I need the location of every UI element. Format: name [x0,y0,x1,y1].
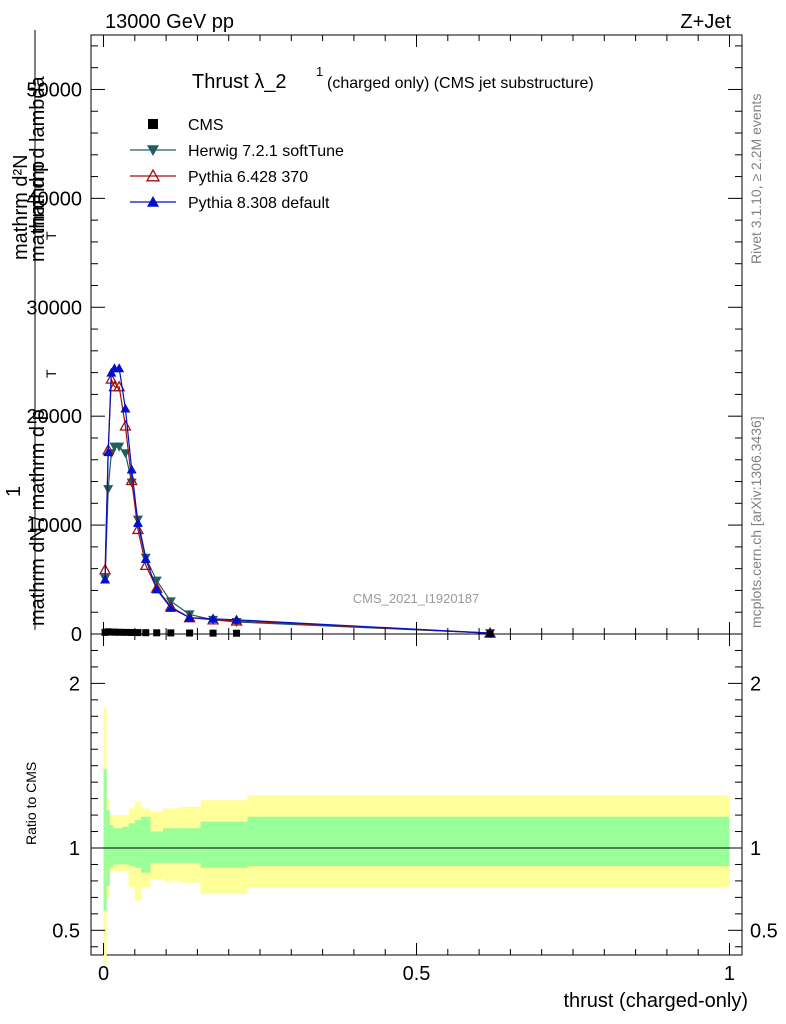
series-point [103,447,114,457]
legend-marker [147,145,159,156]
legend-label: CMS [188,117,224,134]
series-point [132,517,143,527]
header-channel-label: Z+Jet [680,11,731,33]
legend-marker [145,168,161,182]
series-line [104,378,491,634]
series-point [186,629,194,637]
chart-title: Thrust λ_2 1 (charged only) (CMS jet sub… [192,64,594,93]
ratio-stat-band [178,828,201,863]
ratio-tick-label-left: 1 [69,838,80,860]
series-point [209,629,217,637]
chart-title-main: Thrust λ_2 [192,71,286,93]
y-tick-label: 30000 [26,297,82,319]
y-label-denominator: mathrm dN / mathrm d p [27,409,49,626]
main-y-axis-label: mathrm d²N mathrm d p T mathrm d lambda … [3,30,59,630]
series-point [126,464,137,474]
ratio-stat-band [128,823,135,867]
ratio-stat-band [116,828,123,865]
series-point [486,630,494,638]
y-tick-label: 10000 [26,515,82,537]
series-point [110,628,118,636]
ratio-tick-label-left: 0.5 [52,920,80,942]
series-point [125,474,138,486]
series-point [114,442,125,452]
ratio-y-axis-label: Ratio to CMS [23,762,39,845]
series-point [165,602,176,612]
series-point [151,584,162,594]
legend-marker [148,119,158,129]
legend-label: Pythia 8.308 default [188,195,330,212]
chart-title-suffix: (charged only) (CMS jet substructure) [327,75,594,92]
ratio-stat-band [225,821,248,868]
y-tick-label: 40000 [26,188,82,210]
x-tick-label: 0.5 [403,963,431,985]
series-point [119,419,132,431]
main-layer [98,363,497,639]
analysis-watermark: CMS_2021_I1920187 [353,591,480,606]
series-point [128,628,136,636]
series-point [167,629,175,637]
series-point [231,614,242,624]
legend-label: Herwig 7.2.1 softTune [188,143,344,160]
ratio-stat-band [112,828,117,865]
ratio-stat-band [122,826,129,865]
rivet-version-label: Rivet 3.1.10, ≥ 2.2M events [748,94,764,264]
series-point [153,629,161,637]
y-label-numerator-sub: T [43,231,59,240]
series-point [233,629,241,637]
legend: CMS Herwig 7.2.1 softTune Pythia 6.428 370… [130,117,344,212]
mcplots-label: mcplots.cern.ch [arXiv:1306.3436] [748,416,764,628]
y-tick-label: 0 [71,624,82,646]
y-tick-label: 50000 [26,79,82,101]
y-label-numerator-mid: mathrm d p [27,161,49,262]
ratio-tick-label-left: 2 [69,673,80,695]
y-label-numerator-top: mathrm d²N [10,154,32,260]
series-point [115,628,123,636]
ratio-tick-label-right: 2 [750,673,761,695]
series-point [142,629,150,637]
y-label-numerator-end: mathrm d lambda [27,76,49,232]
legend-label: Pythia 6.428 370 [188,169,308,186]
series-point [208,613,219,623]
x-axis-label: thrust (charged-only) [563,990,748,1012]
series-point [100,574,111,584]
ratio-stat-band [200,821,226,868]
series-point [114,363,125,373]
series-point [140,553,151,563]
axis-layer: 0 0.5 1 0 10000 20000 30000 40000 50000 0.5 0.5 1 1 2… [26,35,778,985]
y-label-fraction-one: 1 [3,486,25,497]
ratio-stat-band [103,768,107,911]
ratio-tick-label-right: 0.5 [750,920,778,942]
header-process-label: 13000 GeV pp [105,11,234,33]
ratio-stat-band [150,831,163,863]
series-point [103,485,114,495]
series-point [151,576,162,586]
y-tick-label: 20000 [26,406,82,428]
x-tick-label: 1 [724,963,735,985]
chart-title-superscript: 1 [316,64,323,79]
series-point [184,612,195,622]
ratio-stat-band [141,816,151,873]
ratio-tick-label-right: 1 [750,838,761,860]
x-tick-label: 0 [98,963,109,985]
ratio-stat-band [162,828,179,863]
series-point [134,629,142,637]
y-label-denominator-sub: T [43,369,59,378]
ratio-plot-frame [90,633,743,956]
legend-marker [147,196,159,207]
ratio-stat-band [134,820,142,868]
series-point [131,523,145,535]
ratio-stat-band [247,816,730,867]
ratio-layer [103,708,730,964]
ratio-stat-band [109,824,113,868]
series-point [121,628,129,636]
series-point [120,403,131,413]
